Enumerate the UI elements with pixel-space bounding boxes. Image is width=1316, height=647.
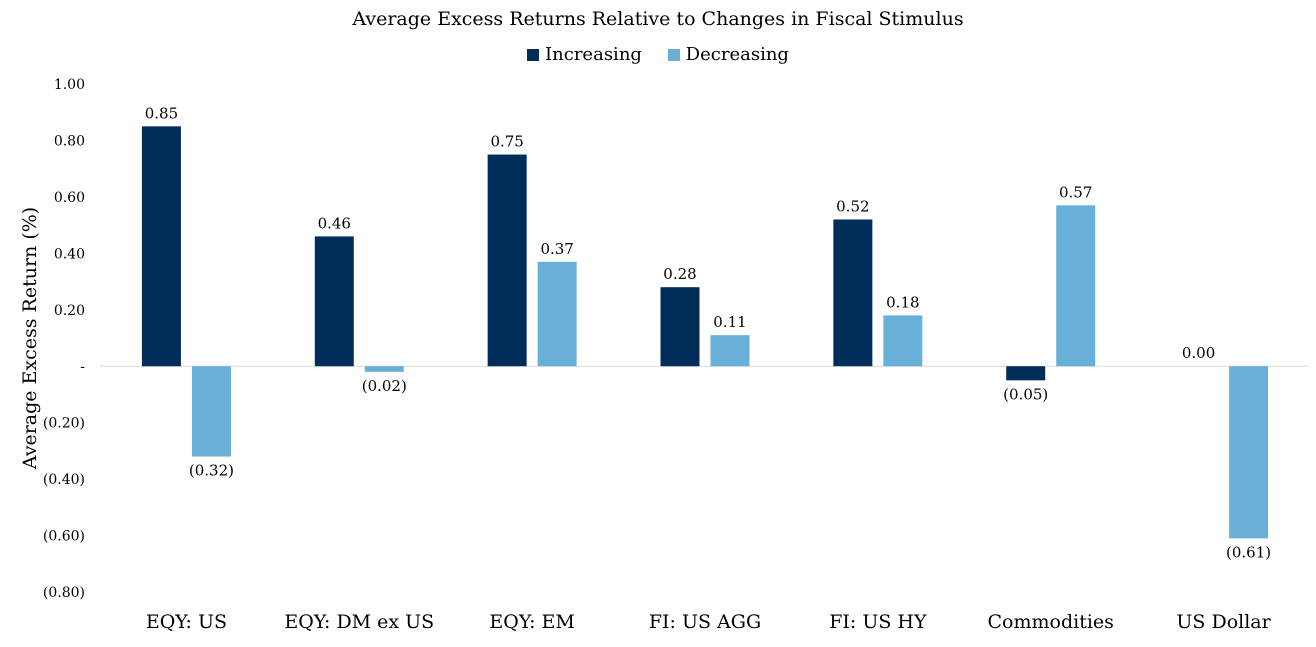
bar-increasing — [1006, 366, 1046, 381]
y-tick-label: 0.60 — [54, 190, 85, 206]
y-tick-label: (0.60) — [43, 529, 85, 545]
data-label: 0.75 — [490, 133, 523, 151]
legend-swatch-increasing — [527, 48, 540, 61]
y-tick-label: 0.80 — [54, 133, 85, 149]
legend-swatch-decreasing — [667, 48, 680, 61]
y-tick-label: (0.40) — [43, 472, 85, 488]
bar-decreasing — [364, 366, 404, 372]
data-label: 0.52 — [836, 197, 869, 215]
bar-increasing — [660, 287, 700, 367]
bar-decreasing — [710, 335, 750, 367]
data-label: (0.61) — [1226, 543, 1271, 561]
bar-increasing — [141, 126, 181, 367]
legend-label-decreasing: Decreasing — [685, 44, 789, 65]
data-label: 0.28 — [663, 265, 696, 283]
x-tick-label: EQY: EM — [489, 611, 574, 633]
data-label: 0.57 — [1059, 183, 1092, 201]
legend-item-decreasing: Decreasing — [667, 44, 789, 65]
legend: Increasing Decreasing — [0, 44, 1316, 66]
data-label: (0.05) — [1003, 385, 1048, 403]
data-label: (0.02) — [362, 377, 407, 395]
bar-decreasing — [1056, 205, 1096, 367]
x-tick-label: EQY: DM ex US — [284, 611, 434, 633]
data-label: (0.32) — [189, 462, 234, 480]
bar-increasing — [833, 219, 873, 367]
x-tick-label: EQY: US — [146, 611, 227, 633]
y-tick-label: 0.20 — [54, 303, 85, 319]
x-tick-label: US Dollar — [1176, 611, 1271, 633]
chart-title: Average Excess Returns Relative to Chang… — [352, 8, 964, 30]
bar-decreasing — [1229, 366, 1269, 539]
data-label: 0.37 — [540, 240, 573, 258]
data-label: 0.00 — [1182, 344, 1215, 362]
y-axis-title: Average Excess Return (%) — [19, 207, 41, 470]
data-label: 0.46 — [318, 214, 351, 232]
bar-decreasing — [883, 315, 923, 367]
legend-label-increasing: Increasing — [545, 44, 642, 65]
bar-increasing — [487, 154, 527, 367]
x-tick-label: FI: US AGG — [649, 611, 761, 633]
data-label: 0.85 — [145, 104, 178, 122]
y-tick-label: (0.80) — [43, 585, 85, 601]
bar-decreasing — [191, 366, 231, 457]
y-tick-label: 0.40 — [54, 246, 85, 262]
data-label: 0.11 — [713, 313, 746, 331]
x-tick-label: FI: US HY — [829, 611, 927, 633]
bar-increasing — [314, 236, 354, 367]
y-tick-label: - — [80, 359, 85, 375]
data-label: 0.18 — [886, 293, 919, 311]
y-tick-label: (0.20) — [43, 416, 85, 432]
bar-decreasing — [537, 261, 577, 367]
x-tick-label: Commodities — [988, 611, 1114, 633]
y-tick-label: 1.00 — [54, 77, 85, 93]
legend-item-increasing: Increasing — [527, 44, 642, 65]
